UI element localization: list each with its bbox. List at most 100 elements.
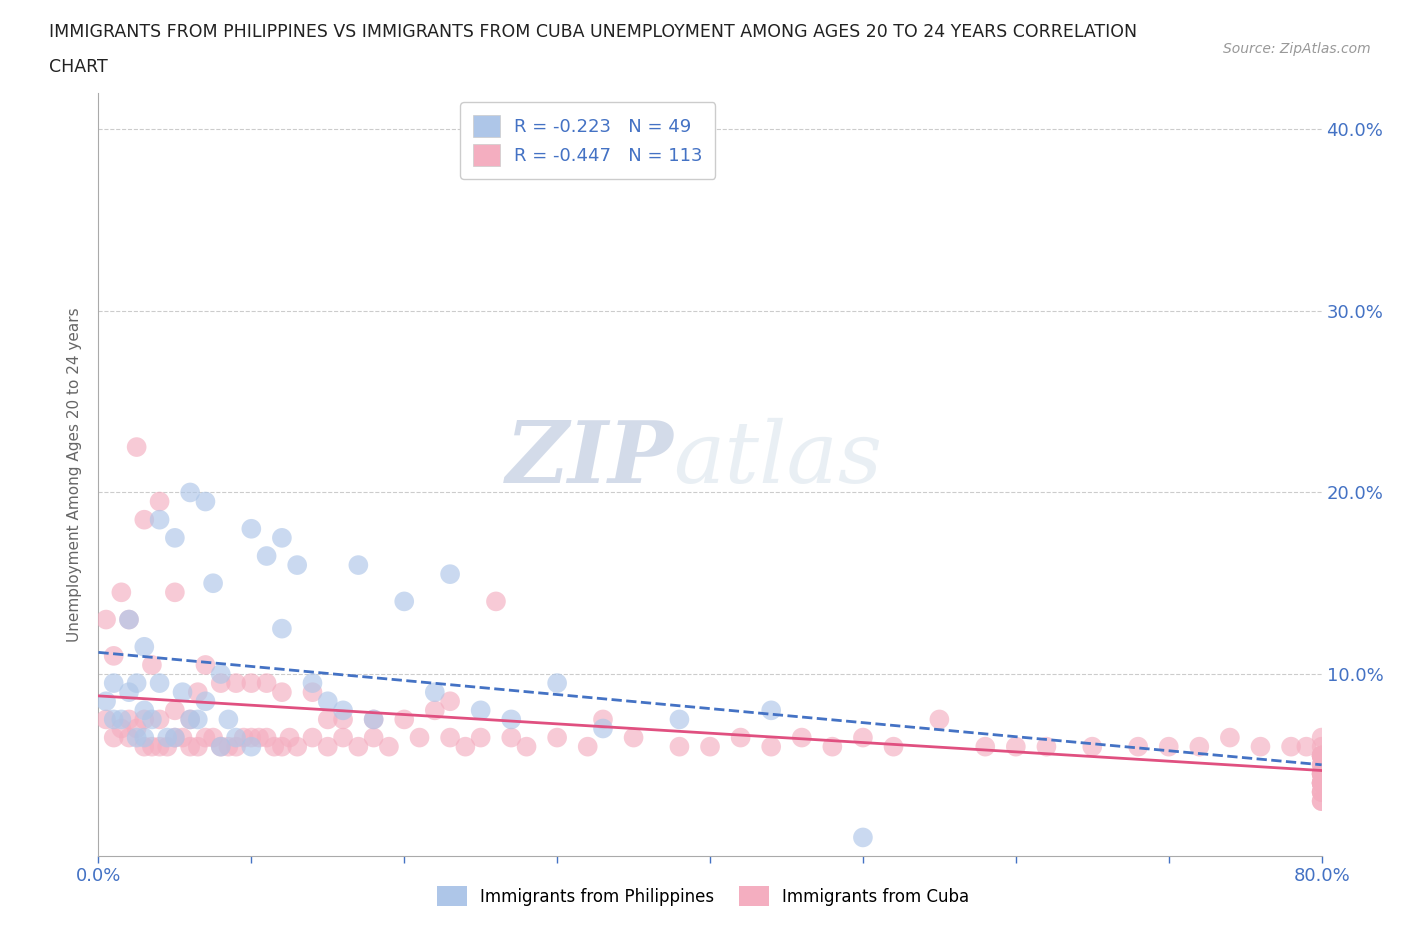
Point [270,621,292,636]
Point [94,712,117,727]
Point [125,730,148,745]
Point [1157,739,1180,754]
Point [1310,749,1333,764]
Point [163,730,186,745]
Point [332,703,354,718]
Point [94,694,117,709]
Point [1310,766,1333,781]
Point [852,830,875,844]
Legend: Immigrants from Philippines, Immigrants from Cuba: Immigrants from Philippines, Immigrants … [430,880,976,912]
Point [163,530,186,545]
Point [974,739,997,754]
Point [256,676,278,691]
Point [332,712,354,727]
Point [187,712,209,727]
Point [103,676,125,691]
Point [149,676,172,691]
Point [1310,766,1333,781]
Point [699,739,721,754]
Point [217,739,239,754]
Point [285,739,308,754]
Point [316,694,339,709]
Point [1310,749,1333,764]
Point [209,739,232,754]
Point [156,739,179,754]
Point [363,712,385,727]
Text: ZIP: ZIP [506,418,673,500]
Point [501,730,523,745]
Point [141,739,163,754]
Point [163,585,186,600]
Point [110,585,132,600]
Point [240,739,263,754]
Point [1219,730,1241,745]
Point [1081,739,1104,754]
Point [118,612,141,627]
Point [209,739,232,754]
Point [194,694,217,709]
Point [163,703,186,718]
Point [179,485,201,500]
Point [118,712,141,727]
Point [1295,739,1317,754]
Point [134,512,156,527]
Point [1310,776,1333,790]
Point [1188,739,1211,754]
Point [1310,766,1333,781]
Point [209,676,232,691]
Point [134,739,156,754]
Point [439,566,461,581]
Point [1004,739,1026,754]
Point [149,712,172,727]
Point [240,676,263,691]
Point [423,703,446,718]
Point [592,721,614,736]
Point [1310,757,1333,772]
Point [285,558,308,573]
Point [125,721,148,736]
Point [103,712,125,727]
Point [470,703,492,718]
Point [194,494,217,509]
Point [1310,739,1333,754]
Point [408,730,430,745]
Point [118,684,141,699]
Point [1310,793,1333,808]
Point [668,712,690,727]
Point [1310,749,1333,764]
Point [576,739,599,754]
Point [759,739,782,754]
Point [1310,766,1333,781]
Point [1310,785,1333,800]
Point [179,739,201,754]
Text: atlas: atlas [673,418,883,500]
Point [1310,776,1333,790]
Point [225,676,247,691]
Point [1310,749,1333,764]
Point [378,739,401,754]
Point [103,730,125,745]
Point [209,667,232,682]
Point [125,440,148,455]
Point [163,730,186,745]
Point [759,703,782,718]
Point [179,712,201,727]
Point [363,712,385,727]
Point [1128,739,1150,754]
Point [1310,776,1333,790]
Point [247,730,270,745]
Point [110,712,132,727]
Point [821,739,844,754]
Point [94,612,117,627]
Point [439,694,461,709]
Point [194,658,217,672]
Point [301,684,323,699]
Point [1310,730,1333,745]
Point [1310,785,1333,800]
Point [316,712,339,727]
Point [623,730,645,745]
Point [301,676,323,691]
Text: Source: ZipAtlas.com: Source: ZipAtlas.com [1223,42,1371,56]
Point [1310,785,1333,800]
Point [454,739,477,754]
